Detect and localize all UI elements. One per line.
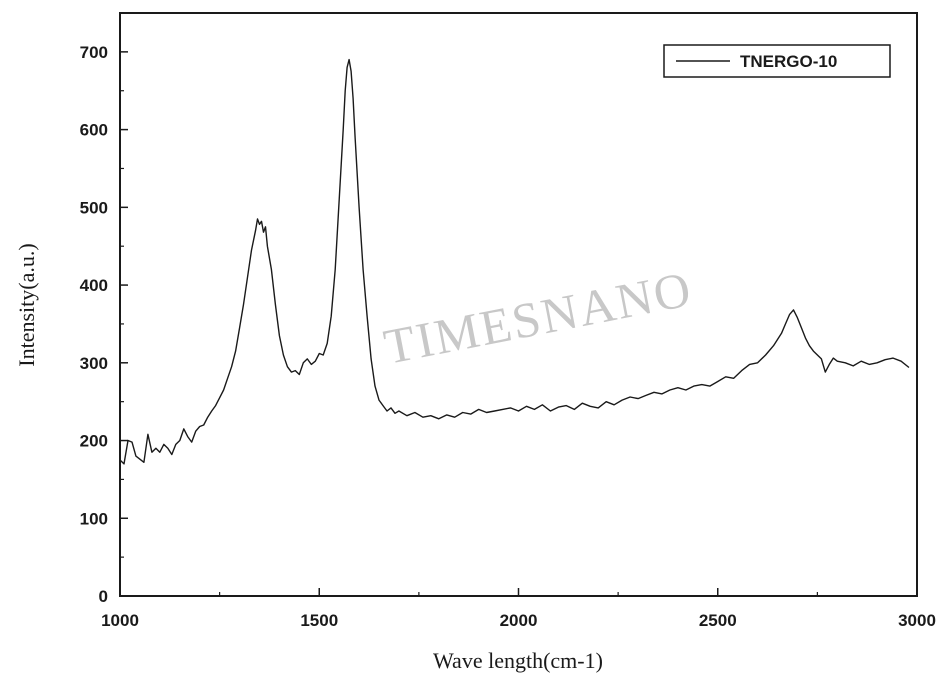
plot-frame bbox=[119, 12, 918, 597]
y-tick-label: 200 bbox=[80, 432, 108, 451]
x-axis-ticks: 1000 1500 2000 2500 3000 bbox=[101, 588, 936, 630]
x-tick-label: 2000 bbox=[500, 611, 538, 630]
x-tick-label: 1500 bbox=[300, 611, 338, 630]
x-axis-title: Wave length(cm-1) bbox=[433, 648, 603, 673]
y-axis-ticks: 0 100 200 300 400 500 600 700 bbox=[80, 43, 128, 606]
x-tick-label: 2500 bbox=[699, 611, 737, 630]
legend: TNERGO-10 bbox=[663, 44, 891, 78]
y-tick-label: 300 bbox=[80, 354, 108, 373]
y-tick-label: 600 bbox=[80, 121, 108, 140]
x-tick-label: 1000 bbox=[101, 611, 139, 630]
y-tick-label: 0 bbox=[99, 587, 108, 606]
y-tick-label: 700 bbox=[80, 43, 108, 62]
series-line-tnergo-10 bbox=[119, 58, 910, 465]
y-axis-title: Intensity(a.u.) bbox=[14, 243, 39, 366]
y-tick-label: 400 bbox=[80, 276, 108, 295]
legend-label-tnergo-10: TNERGO-10 bbox=[740, 52, 837, 71]
y-tick-label: 100 bbox=[80, 509, 108, 528]
x-tick-label: 3000 bbox=[898, 611, 936, 630]
y-tick-label: 500 bbox=[80, 198, 108, 217]
